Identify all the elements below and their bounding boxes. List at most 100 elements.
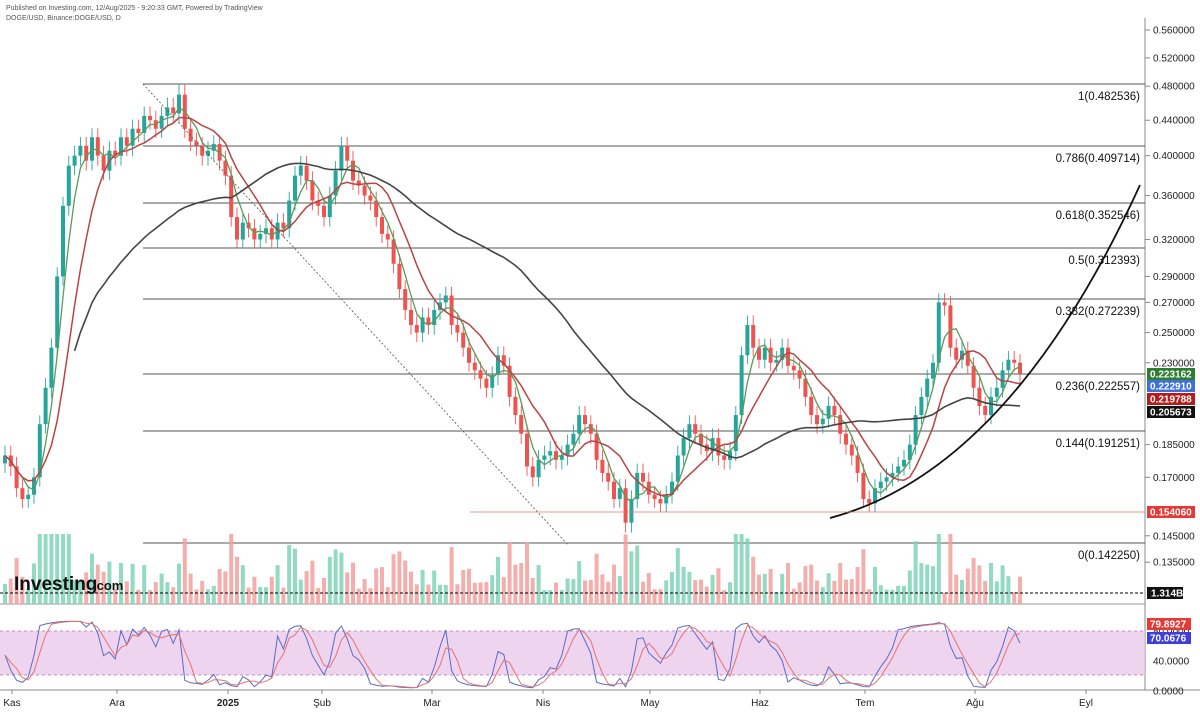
candle-body <box>37 424 42 478</box>
month-label: Kas <box>3 698 20 709</box>
volume-bar <box>954 574 959 604</box>
candle-body <box>171 107 176 114</box>
volume-bar <box>820 587 825 604</box>
candle-body <box>780 347 785 360</box>
volume-bar <box>467 568 471 604</box>
volume-bar <box>722 590 727 604</box>
volume-bar <box>432 570 437 604</box>
candle-body <box>414 325 419 333</box>
volume-bar <box>559 590 564 604</box>
volume-bar <box>380 567 384 604</box>
volume-bar <box>815 580 819 604</box>
candle-body <box>577 415 582 434</box>
stoch-band <box>0 631 1145 675</box>
volume-bar <box>194 589 199 604</box>
candle-body <box>316 200 321 206</box>
volume-bar <box>780 573 785 604</box>
candle-body <box>368 195 373 201</box>
candle-body <box>565 444 570 456</box>
volume-bar <box>838 563 843 604</box>
stoch-d-line <box>4 620 1021 689</box>
month-label: Haz <box>751 698 769 709</box>
price-tick-label: 0.320000 <box>1153 235 1195 246</box>
candle-body <box>588 424 593 434</box>
volume-bar <box>345 572 350 604</box>
moving-averages <box>4 107 1021 503</box>
candle-body <box>525 433 529 467</box>
volume-bar <box>55 534 60 604</box>
candle-body <box>467 347 471 363</box>
volume-bar <box>594 553 599 604</box>
volume-bar <box>206 589 210 604</box>
volume-bar <box>496 557 500 604</box>
candle-body <box>948 305 953 348</box>
volume-bar <box>107 561 112 604</box>
candle-body <box>826 405 831 419</box>
price-tick-label: 0.230000 <box>1153 358 1195 369</box>
candle-body <box>130 128 135 146</box>
volume-bar <box>617 576 622 604</box>
volume-bar <box>298 579 303 604</box>
candle-body <box>432 309 437 326</box>
candle-body <box>32 477 36 495</box>
volume-bar <box>78 580 83 604</box>
month-label: Nis <box>536 698 550 709</box>
volume-bar <box>159 573 164 604</box>
volume-bar <box>14 558 19 604</box>
candle-body <box>542 455 547 460</box>
candle-body <box>861 472 866 500</box>
volume-bar <box>855 566 860 604</box>
volume-bar <box>1018 576 1022 604</box>
candle-body <box>762 347 767 360</box>
volume-bar <box>942 592 947 604</box>
volume-bar <box>652 589 657 604</box>
volume-bar <box>675 548 680 604</box>
month-label: 2025 <box>217 698 240 709</box>
candle-body <box>600 459 605 473</box>
candle-body <box>652 494 657 500</box>
volume-bar <box>902 586 906 604</box>
ma-long-line <box>73 162 1021 459</box>
stoch-k-tag-text: 79.8927 <box>1150 620 1187 631</box>
price-tag-bg <box>1147 506 1195 518</box>
candle-body <box>687 424 692 439</box>
volume-bar <box>873 566 877 604</box>
candle-body <box>797 370 802 379</box>
volume-bar <box>356 588 361 604</box>
candle-body <box>786 347 790 366</box>
volume-bar <box>287 544 292 604</box>
candle-body <box>710 438 715 452</box>
price-tick-label: 0.290000 <box>1153 272 1195 283</box>
volume-bar <box>182 538 187 604</box>
candle-body <box>728 451 732 460</box>
candle-body <box>675 455 680 482</box>
candle-body <box>919 396 924 416</box>
candle-body <box>420 317 425 333</box>
candle-body <box>971 365 976 388</box>
candle-body <box>496 355 500 376</box>
investing-logo: Investing .com <box>14 574 123 595</box>
candle-body <box>501 355 506 366</box>
candle-body <box>113 150 118 156</box>
candle-body <box>84 145 89 161</box>
volume-bar <box>339 552 344 604</box>
price-tick-label: 0.270000 <box>1153 298 1195 309</box>
month-label: Ağu <box>966 698 984 709</box>
volume-bar <box>101 571 106 604</box>
candle-body <box>362 185 367 196</box>
candle-body <box>855 455 860 473</box>
fib-label-1: 1(0.482536) <box>1078 91 1140 103</box>
volume-bar <box>414 584 419 604</box>
candle-body <box>72 155 77 166</box>
candle-body <box>693 424 698 434</box>
published-note: Published on Investing.com, 12/Aug/2025 … <box>6 5 263 12</box>
fibonacci-levels: 1(0.482536) 0.786(0.409714) 0.618(0.352546… <box>143 83 1145 562</box>
volume-bar <box>687 571 692 604</box>
volume-bar <box>936 534 941 604</box>
stoch-d-tag-text: 70.0676 <box>1150 634 1187 645</box>
candle-body <box>844 433 848 445</box>
volume-bar <box>844 579 848 604</box>
volume-bar <box>884 589 889 604</box>
candle-body <box>942 302 947 306</box>
